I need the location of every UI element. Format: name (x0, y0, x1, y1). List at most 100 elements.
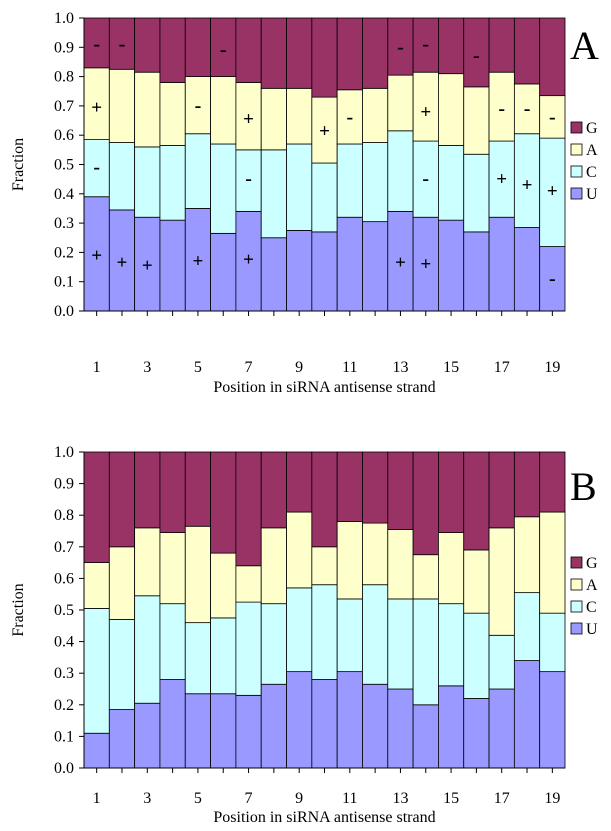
bar-segment-c-pos-18 (513, 133, 541, 228)
bar-segment-g-pos-15 (438, 17, 465, 75)
x-tick-label: 13 (392, 790, 408, 807)
legend-label-u: U (586, 186, 598, 203)
bar-segment-a-pos-18 (513, 516, 541, 594)
bar-segment-c-pos-19 (539, 612, 566, 673)
bar-segment-c-pos-9 (286, 143, 313, 231)
x-tick-label: 5 (194, 359, 202, 376)
legend-swatch-u (570, 187, 583, 200)
bar-segment-a-pos-3 (134, 71, 161, 148)
bar-segment-c-pos-17 (488, 634, 515, 690)
bar-segment-u-pos-11 (336, 671, 363, 769)
bar-segment-u-pos-5 (184, 208, 211, 312)
y-tick-label: 0.4 (54, 634, 74, 651)
bar-segment-u-pos-6 (210, 232, 237, 312)
bar-segment-a-pos-1 (83, 562, 110, 609)
legend-swatch-a (570, 578, 583, 591)
bar-segment-a-pos-4 (159, 82, 186, 146)
bar-segment-g-pos-4 (159, 17, 186, 83)
significance-mark: - (245, 168, 252, 190)
legend-label-a: A (586, 142, 598, 159)
bar-segment-c-pos-10 (311, 584, 338, 680)
bar-segment-u-pos-19 (539, 246, 566, 312)
y-tick-label: 0.4 (54, 186, 74, 203)
bar-segment-a-pos-12 (362, 87, 389, 143)
bar-segment-g-pos-18 (513, 451, 541, 518)
bar-segment-g-pos-4 (159, 451, 186, 533)
bar-segment-c-pos-14 (412, 140, 439, 218)
legend-swatch-c (570, 600, 583, 613)
bar-segment-g-pos-17 (488, 17, 515, 73)
bar-segment-a-pos-16 (463, 86, 490, 155)
bar-segment-a-pos-11 (336, 521, 363, 600)
bar-segment-a-pos-16 (463, 549, 490, 614)
significance-mark: + (319, 121, 330, 142)
bar-segment-u-pos-15 (438, 219, 465, 312)
bar-segment-u-pos-14 (412, 704, 439, 769)
bar-segment-g-pos-19 (539, 451, 566, 513)
bar-segment-g-pos-13 (387, 17, 414, 76)
bar-segment-a-pos-8 (260, 527, 287, 605)
bar-segment-u-pos-8 (260, 683, 287, 769)
bar-segment-a-pos-5 (184, 525, 211, 624)
y-axis-title: Fraction (10, 138, 27, 191)
bar-segment-u-pos-7 (235, 694, 262, 769)
bar-segment-g-pos-16 (463, 17, 490, 88)
x-tick-label: 19 (544, 359, 560, 376)
bar-segment-c-pos-2 (108, 619, 136, 710)
bar-segment-u-pos-17 (488, 216, 515, 312)
bar-segment-u-pos-12 (362, 221, 389, 312)
bar-segment-c-pos-19 (539, 137, 566, 247)
y-tick-label: 0.5 (54, 602, 74, 619)
significance-mark: + (420, 254, 431, 275)
bar-segment-c-pos-3 (134, 595, 161, 704)
bar-segment-a-pos-13 (387, 529, 414, 600)
bar-segment-a-pos-15 (438, 73, 465, 146)
bar-segment-u-pos-5 (184, 693, 211, 769)
bar-segment-a-pos-14 (412, 71, 439, 142)
bar-segment-u-pos-16 (463, 698, 490, 769)
x-tick-label: 7 (245, 359, 253, 376)
legend-label-c: C (586, 164, 597, 181)
y-tick-label: 0.2 (54, 697, 74, 714)
bar-segment-g-pos-6 (210, 451, 237, 554)
panel-label: B (570, 464, 597, 509)
bar-segment-c-pos-17 (488, 140, 515, 218)
bar-segment-c-pos-4 (159, 603, 186, 680)
y-tick-label: 0.6 (54, 570, 74, 587)
legend-swatch-u (570, 622, 583, 635)
significance-mark: + (91, 245, 102, 266)
bar-segment-u-pos-13 (387, 688, 414, 769)
significance-mark: - (93, 156, 100, 178)
bar-segment-u-pos-15 (438, 685, 465, 769)
significance-mark: + (522, 175, 533, 196)
bar-segment-u-pos-18 (513, 227, 541, 312)
bar-segment-u-pos-1 (83, 732, 110, 769)
significance-mark: - (93, 33, 100, 55)
bar-segment-g-pos-10 (311, 17, 338, 98)
panel-label: A (570, 23, 599, 68)
x-tick-label: 3 (143, 790, 151, 807)
legend-label-c: C (586, 599, 597, 616)
bar-segment-g-pos-9 (286, 17, 313, 89)
x-tick-label: 13 (392, 359, 408, 376)
bar-segment-g-pos-9 (286, 451, 313, 513)
bar-segment-g-pos-11 (336, 451, 363, 522)
bar-segment-a-pos-17 (488, 527, 515, 636)
bar-segment-a-pos-2 (108, 546, 136, 620)
y-tick-label: 1.0 (54, 444, 74, 461)
x-tick-label: 7 (245, 790, 253, 807)
y-tick-label: 0.9 (54, 476, 74, 493)
bar-segment-a-pos-13 (387, 74, 414, 132)
y-tick-label: 0.5 (54, 157, 74, 174)
significance-mark: - (220, 39, 227, 61)
significance-mark: - (498, 98, 505, 120)
bar-segment-c-pos-18 (513, 592, 541, 661)
x-axis-title: Position in siRNA antisense strand (213, 809, 435, 826)
legend-swatch-c (570, 165, 583, 178)
x-tick-label: 11 (342, 790, 357, 807)
significance-mark: + (547, 181, 558, 202)
bar-segment-a-pos-5 (184, 76, 211, 135)
bar-segment-a-pos-6 (210, 552, 237, 619)
bar-segment-a-pos-4 (159, 532, 186, 605)
